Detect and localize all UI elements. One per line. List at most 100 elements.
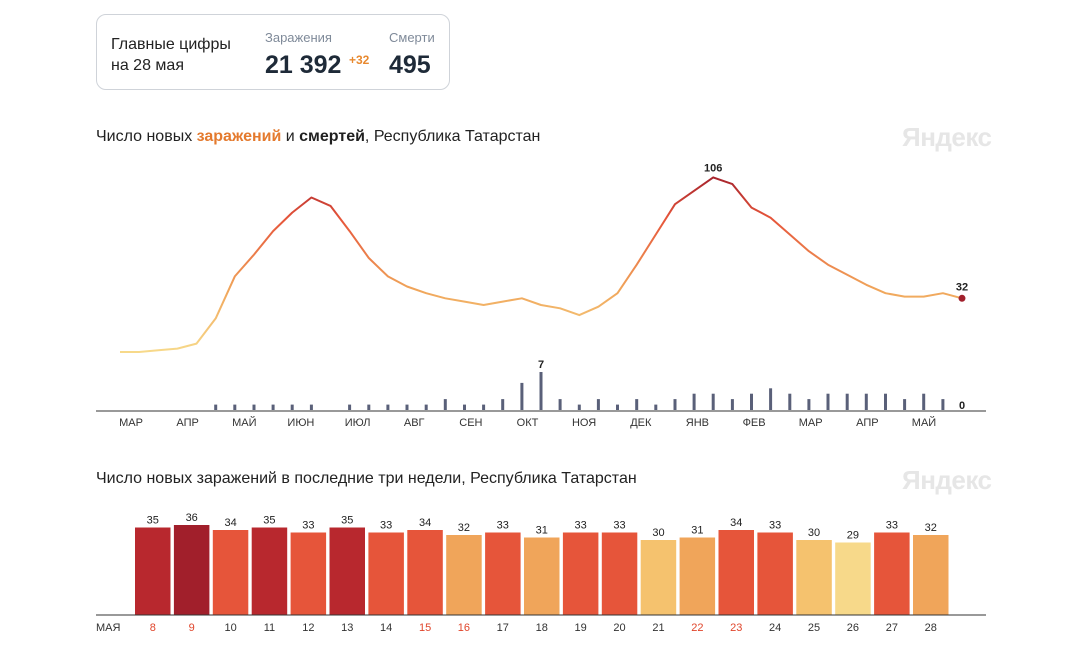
day-tick-label: 22 [691,622,703,634]
infections-deaths-chart: МАР АПР МАЙ ИЮН ИЮЛ АВГ СЕН ОКТ НОЯ ДЕК ЯНВ ФЕВ МАР А… [96,162,986,429]
day-tick-label: 28 [925,622,937,634]
day-tick-label: 19 [574,622,586,634]
day-bar [212,530,249,615]
chart2-title: Число новых заражений в последние три не… [96,470,637,487]
death-bar [252,404,256,410]
day-bar [718,530,754,615]
death-bar [826,393,830,410]
daily-bars: 35 36 34 35 33 35 33 34 32 33 31 33 33 30 31 34 33 30 29 33… [135,512,949,615]
month-axis-label: МАЯ [96,622,121,634]
death-bar [903,399,907,410]
death-bar [405,404,409,410]
deaths-bars [214,372,945,410]
infections-label: Заражения [265,30,332,45]
month-tick-label: АПР [856,417,878,429]
deaths-last-label: 0 [959,400,965,412]
death-bar [941,399,945,410]
death-bar [788,393,792,410]
bar-value-label: 35 [341,515,353,527]
three-weeks-chart: 35 36 34 35 33 35 33 34 32 33 31 33 33 30 31 34 33 30 29 33… [96,512,986,634]
infections-last-label: 32 [956,281,968,293]
bar-value-label: 34 [419,517,431,529]
chart1-title-part2: и [281,128,300,145]
day-tick-label: 20 [613,622,625,634]
day-bar [446,535,482,615]
day-bar [640,540,677,615]
death-bar [596,399,600,410]
chart1-annotations: 106 32 7 0 [538,162,968,412]
bar-value-label: 34 [224,517,236,529]
day-tick-label: 15 [419,622,431,634]
death-bar [864,393,868,410]
day-tick-label: 25 [808,622,820,634]
death-bar [367,404,371,410]
death-bar [290,404,294,410]
month-tick-label: СЕН [459,417,482,429]
bar-value-label: 33 [574,520,586,532]
death-bar [577,404,581,410]
infections-value: 21 392 [265,51,342,79]
month-tick-label: ИЮЛ [345,417,371,429]
month-labels: МАР АПР МАЙ ИЮН ИЮЛ АВГ СЕН ОКТ НОЯ ДЕК ЯНВ ФЕВ МАР А… [119,416,936,429]
day-bar [835,542,871,615]
month-tick-label: АВГ [404,417,425,429]
day-tick-label: 11 [264,622,275,634]
infections-delta: +32 [349,53,370,67]
death-bar [711,393,715,410]
month-tick-label: ЯНВ [686,417,709,429]
day-bar [757,532,793,615]
death-bar [233,404,237,410]
bar-value-label: 34 [730,517,742,529]
death-bar [463,404,466,410]
bar-value-label: 33 [769,520,781,532]
death-bar [730,399,734,410]
chart1-title-part3: , Республика Татарстан [364,128,541,145]
death-bar [539,372,543,410]
day-bar [524,537,560,615]
yandex-logo: Яндекс [902,122,992,152]
day-tick-label: 27 [886,622,898,634]
deaths-peak-label: 7 [538,359,544,371]
day-tick-label: 12 [302,622,314,634]
month-tick-label: ОКТ [517,417,539,429]
bar-value-label: 35 [147,515,159,527]
day-bar [601,532,638,615]
death-bar [386,404,390,410]
bar-value-label: 36 [186,512,198,524]
day-bar [135,527,171,615]
death-bar [673,399,677,410]
day-bar [485,532,521,615]
day-bar [368,532,404,615]
day-tick-label: 23 [730,622,742,634]
infections-last-point [958,294,966,302]
death-bar [616,404,619,410]
month-tick-label: ФЕВ [743,417,766,429]
month-tick-label: АПР [176,417,198,429]
death-bar [271,404,275,410]
deaths-value: 495 [389,51,431,79]
summary-title: Главные цифры на 28 мая [111,34,231,76]
bar-value-label: 33 [613,520,625,532]
day-labels: 8 9 10 11 12 13 14 15 16 17 18 19 20 21 22 23 24 25 26 27 28… [96,622,937,634]
death-bar [845,393,849,410]
day-tick-label: 13 [341,622,353,634]
day-bar [407,530,443,615]
death-bar [309,404,313,410]
bar-value-label: 29 [847,530,859,542]
month-tick-label: ДЕК [630,417,652,429]
summary-title-line1: Главные цифры [111,36,231,53]
summary-title-line2: на 28 мая [111,57,184,74]
day-tick-label: 14 [380,622,392,634]
chart1-title-infections: заражений [196,128,282,145]
death-bar [482,404,486,410]
bar-value-label: 35 [263,515,275,527]
month-tick-label: МАЙ [912,416,936,429]
bar-value-label: 30 [808,527,820,539]
bar-value-label: 31 [691,525,703,537]
day-bar [913,535,949,615]
day-bar [874,532,910,615]
death-bar [443,399,447,410]
day-bar [173,525,210,615]
month-tick-label: МАР [119,417,143,429]
month-tick-label: ИЮН [287,417,314,429]
